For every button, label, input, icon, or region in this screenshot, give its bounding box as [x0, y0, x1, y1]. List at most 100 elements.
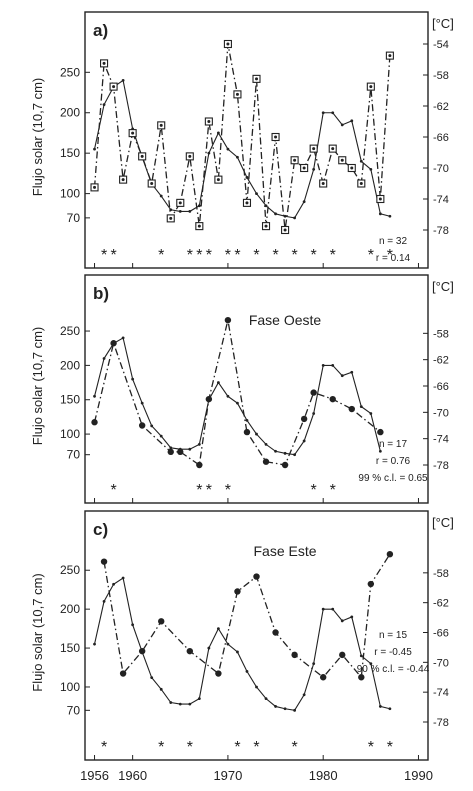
temperature-point — [310, 389, 317, 396]
solar-flux-point — [369, 412, 373, 415]
solar-flux-point — [302, 439, 306, 443]
solar-flux-point — [131, 623, 135, 627]
panel-label: a) — [93, 21, 108, 40]
x-tick-label: 1970 — [213, 768, 242, 783]
solar-flux-point — [236, 650, 239, 654]
event-star: * — [196, 482, 202, 499]
solar-flux-point — [121, 336, 125, 340]
temperature-point-center — [264, 224, 268, 228]
temperature-point — [138, 647, 146, 655]
temperature-point — [339, 651, 346, 659]
x-tick-label: 1990 — [404, 768, 433, 783]
solar-flux-point — [378, 705, 382, 708]
event-star: * — [368, 739, 374, 756]
solar-flux-point — [245, 670, 249, 673]
temperature-point — [358, 674, 365, 681]
solar-flux-point — [178, 210, 182, 213]
temperature-point — [205, 395, 213, 403]
temperature-point-center — [121, 178, 125, 182]
solar-flux-point — [121, 576, 125, 580]
y2-tick-label: -70 — [433, 657, 449, 669]
shared-x-axis: 1956 1960 1970 1980 1990 — [80, 768, 433, 783]
event-star: * — [330, 247, 336, 264]
event-star: * — [101, 247, 107, 264]
temperature-point — [196, 461, 203, 469]
temperature-point-center — [369, 85, 373, 89]
solar-flux-point — [178, 702, 182, 706]
solar-flux-point — [321, 111, 325, 115]
solar-flux-point — [121, 78, 125, 82]
solar-flux-point — [350, 370, 354, 374]
temperature-point — [243, 428, 251, 436]
temperature-point-center — [331, 147, 335, 151]
temperature-point-center — [359, 182, 363, 185]
stat-text: n = 15 — [379, 630, 408, 641]
solar-flux-point — [350, 119, 354, 123]
y2-tick-label: -78 — [433, 225, 449, 237]
event-star: * — [272, 247, 278, 264]
event-star: * — [158, 247, 164, 264]
solar-flux-point — [188, 210, 192, 213]
y-tick-label: 150 — [60, 146, 80, 160]
y-tick-label: 200 — [60, 358, 80, 372]
y2-unit-label: [°C] — [432, 279, 454, 294]
temperature-point-center — [188, 154, 192, 158]
solar-flux-point — [264, 442, 268, 446]
temperature-point-center — [197, 224, 201, 228]
solar-flux-point — [350, 615, 354, 619]
y2-tick-label: -62 — [433, 101, 449, 113]
solar-flux-point — [188, 702, 192, 706]
solar-flux-point — [216, 131, 220, 135]
y2-tick-label: -74 — [433, 434, 449, 446]
temperature-point-center — [93, 185, 97, 189]
solar-flux-point — [293, 708, 297, 712]
temperature-point-center — [159, 123, 163, 127]
temperature-point-center — [293, 158, 297, 162]
temperature-line — [93, 43, 391, 231]
solar-flux-point — [150, 424, 154, 428]
temperature-point — [186, 647, 194, 655]
temperature-point-center — [226, 42, 230, 46]
temperature-point — [367, 580, 375, 588]
temperature-point — [348, 405, 355, 413]
temperature-point-center — [140, 154, 144, 158]
solar-flux-point — [388, 214, 392, 218]
y2-tick-label: -70 — [433, 407, 449, 419]
temperature-point — [224, 316, 232, 324]
solar-flux-point — [102, 357, 106, 360]
temperature-point-center — [274, 135, 278, 139]
solar-flux-point — [283, 707, 287, 711]
y-tick-label: 70 — [67, 448, 81, 462]
solar-flux-point — [216, 627, 220, 631]
y-tick-label: 150 — [60, 641, 80, 655]
temperature-point — [262, 458, 270, 465]
temperature-point — [281, 461, 289, 469]
y2-unit-label: [°C] — [432, 16, 454, 31]
solar-flux-point — [93, 147, 96, 151]
x-tick-label: 1956 — [80, 768, 109, 783]
solar-flux-point — [93, 394, 96, 398]
event-star: * — [291, 739, 297, 756]
solar-flux-point — [150, 676, 154, 680]
solar-flux-point — [340, 123, 344, 127]
stat-text: n = 32 — [379, 236, 408, 247]
stat-text: 99 % c.l. = 0.65 — [358, 473, 428, 484]
x-tick-label: 1980 — [309, 768, 338, 783]
solar-flux-point — [236, 155, 239, 159]
temperature-line — [103, 553, 391, 679]
solar-flux-point — [226, 147, 230, 151]
temperature-point — [167, 448, 174, 456]
temperature-point — [100, 558, 108, 565]
solar-flux-point — [216, 381, 220, 384]
temperature-point-center — [302, 166, 306, 170]
solar-flux-point — [369, 167, 373, 171]
stat-text: n = 17 — [379, 439, 408, 450]
event-star: * — [225, 482, 231, 499]
solar-flux-point — [340, 619, 344, 623]
solar-flux-point — [102, 599, 106, 603]
solar-flux-point — [140, 401, 144, 405]
temperature-point-center — [312, 147, 316, 151]
event-star: * — [253, 247, 259, 264]
y-tick-label: 100 — [60, 680, 80, 694]
